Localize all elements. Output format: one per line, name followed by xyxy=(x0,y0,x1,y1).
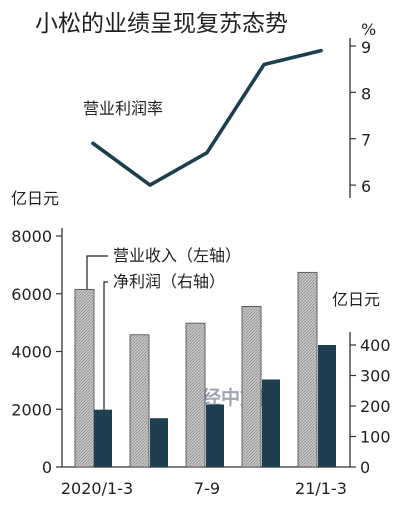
legend-leader-revenue xyxy=(86,255,108,292)
right-tick-label-2: 200 xyxy=(360,397,391,416)
legend-net-profit: 净利润（右轴） xyxy=(113,272,225,291)
margin-tick-label-3: 9 xyxy=(361,38,371,57)
left-tick-label-0: 0 xyxy=(42,458,52,477)
chart-marks: 0 2000 4000 6000 8000 0 100 200 300 400 2020/1-3 7-… xyxy=(11,38,390,498)
x-tick-label-2: 7-9 xyxy=(194,479,220,498)
chart-title: 小松的业绩呈现复苏态势 xyxy=(35,11,288,37)
left-tick-label-2: 4000 xyxy=(11,343,52,362)
line-unit-label: % xyxy=(361,20,376,39)
revenue-bar-3 xyxy=(241,306,262,468)
line-series-label: 营业利润率 xyxy=(83,99,163,118)
right-unit-label: 亿日元 xyxy=(332,290,380,309)
revenue-bar-0 xyxy=(74,288,95,468)
margin-tick-label-2: 8 xyxy=(361,84,371,103)
right-tick-label-4: 400 xyxy=(360,336,391,355)
operating-margin-point-1 xyxy=(148,183,152,187)
margin-tick-label-1: 7 xyxy=(361,131,371,150)
legend-revenue: 营业收入（左轴） xyxy=(113,246,241,265)
operating-margin-point-4 xyxy=(319,49,323,53)
revenue-bar-4 xyxy=(297,271,318,468)
left-tick-label-1: 2000 xyxy=(11,400,52,419)
operating-margin-point-0 xyxy=(91,141,95,145)
net-profit-bar-0 xyxy=(94,409,112,467)
legend-leader-net-profit xyxy=(103,281,108,410)
x-tick-label-0: 2020/1-3 xyxy=(61,479,133,498)
operating-margin-point-2 xyxy=(205,151,209,155)
net-profit-bar-4 xyxy=(318,345,336,467)
right-tick-label-0: 0 xyxy=(360,458,370,477)
left-unit-label: 亿日元 xyxy=(11,189,59,208)
net-profit-bar-3 xyxy=(262,379,280,467)
left-tick-label-3: 6000 xyxy=(11,285,52,304)
operating-margin-point-3 xyxy=(262,62,266,67)
x-tick-label-4: 21/1-3 xyxy=(295,479,347,498)
net-profit-bar-2 xyxy=(206,404,224,467)
left-tick-label-4: 8000 xyxy=(11,227,52,246)
revenue-bar-2 xyxy=(185,322,206,468)
right-tick-label-3: 300 xyxy=(360,367,391,386)
net-profit-bar-1 xyxy=(150,418,168,467)
margin-tick-label-0: 6 xyxy=(361,177,371,196)
right-tick-label-1: 100 xyxy=(360,428,391,447)
revenue-bar-1 xyxy=(129,334,150,468)
